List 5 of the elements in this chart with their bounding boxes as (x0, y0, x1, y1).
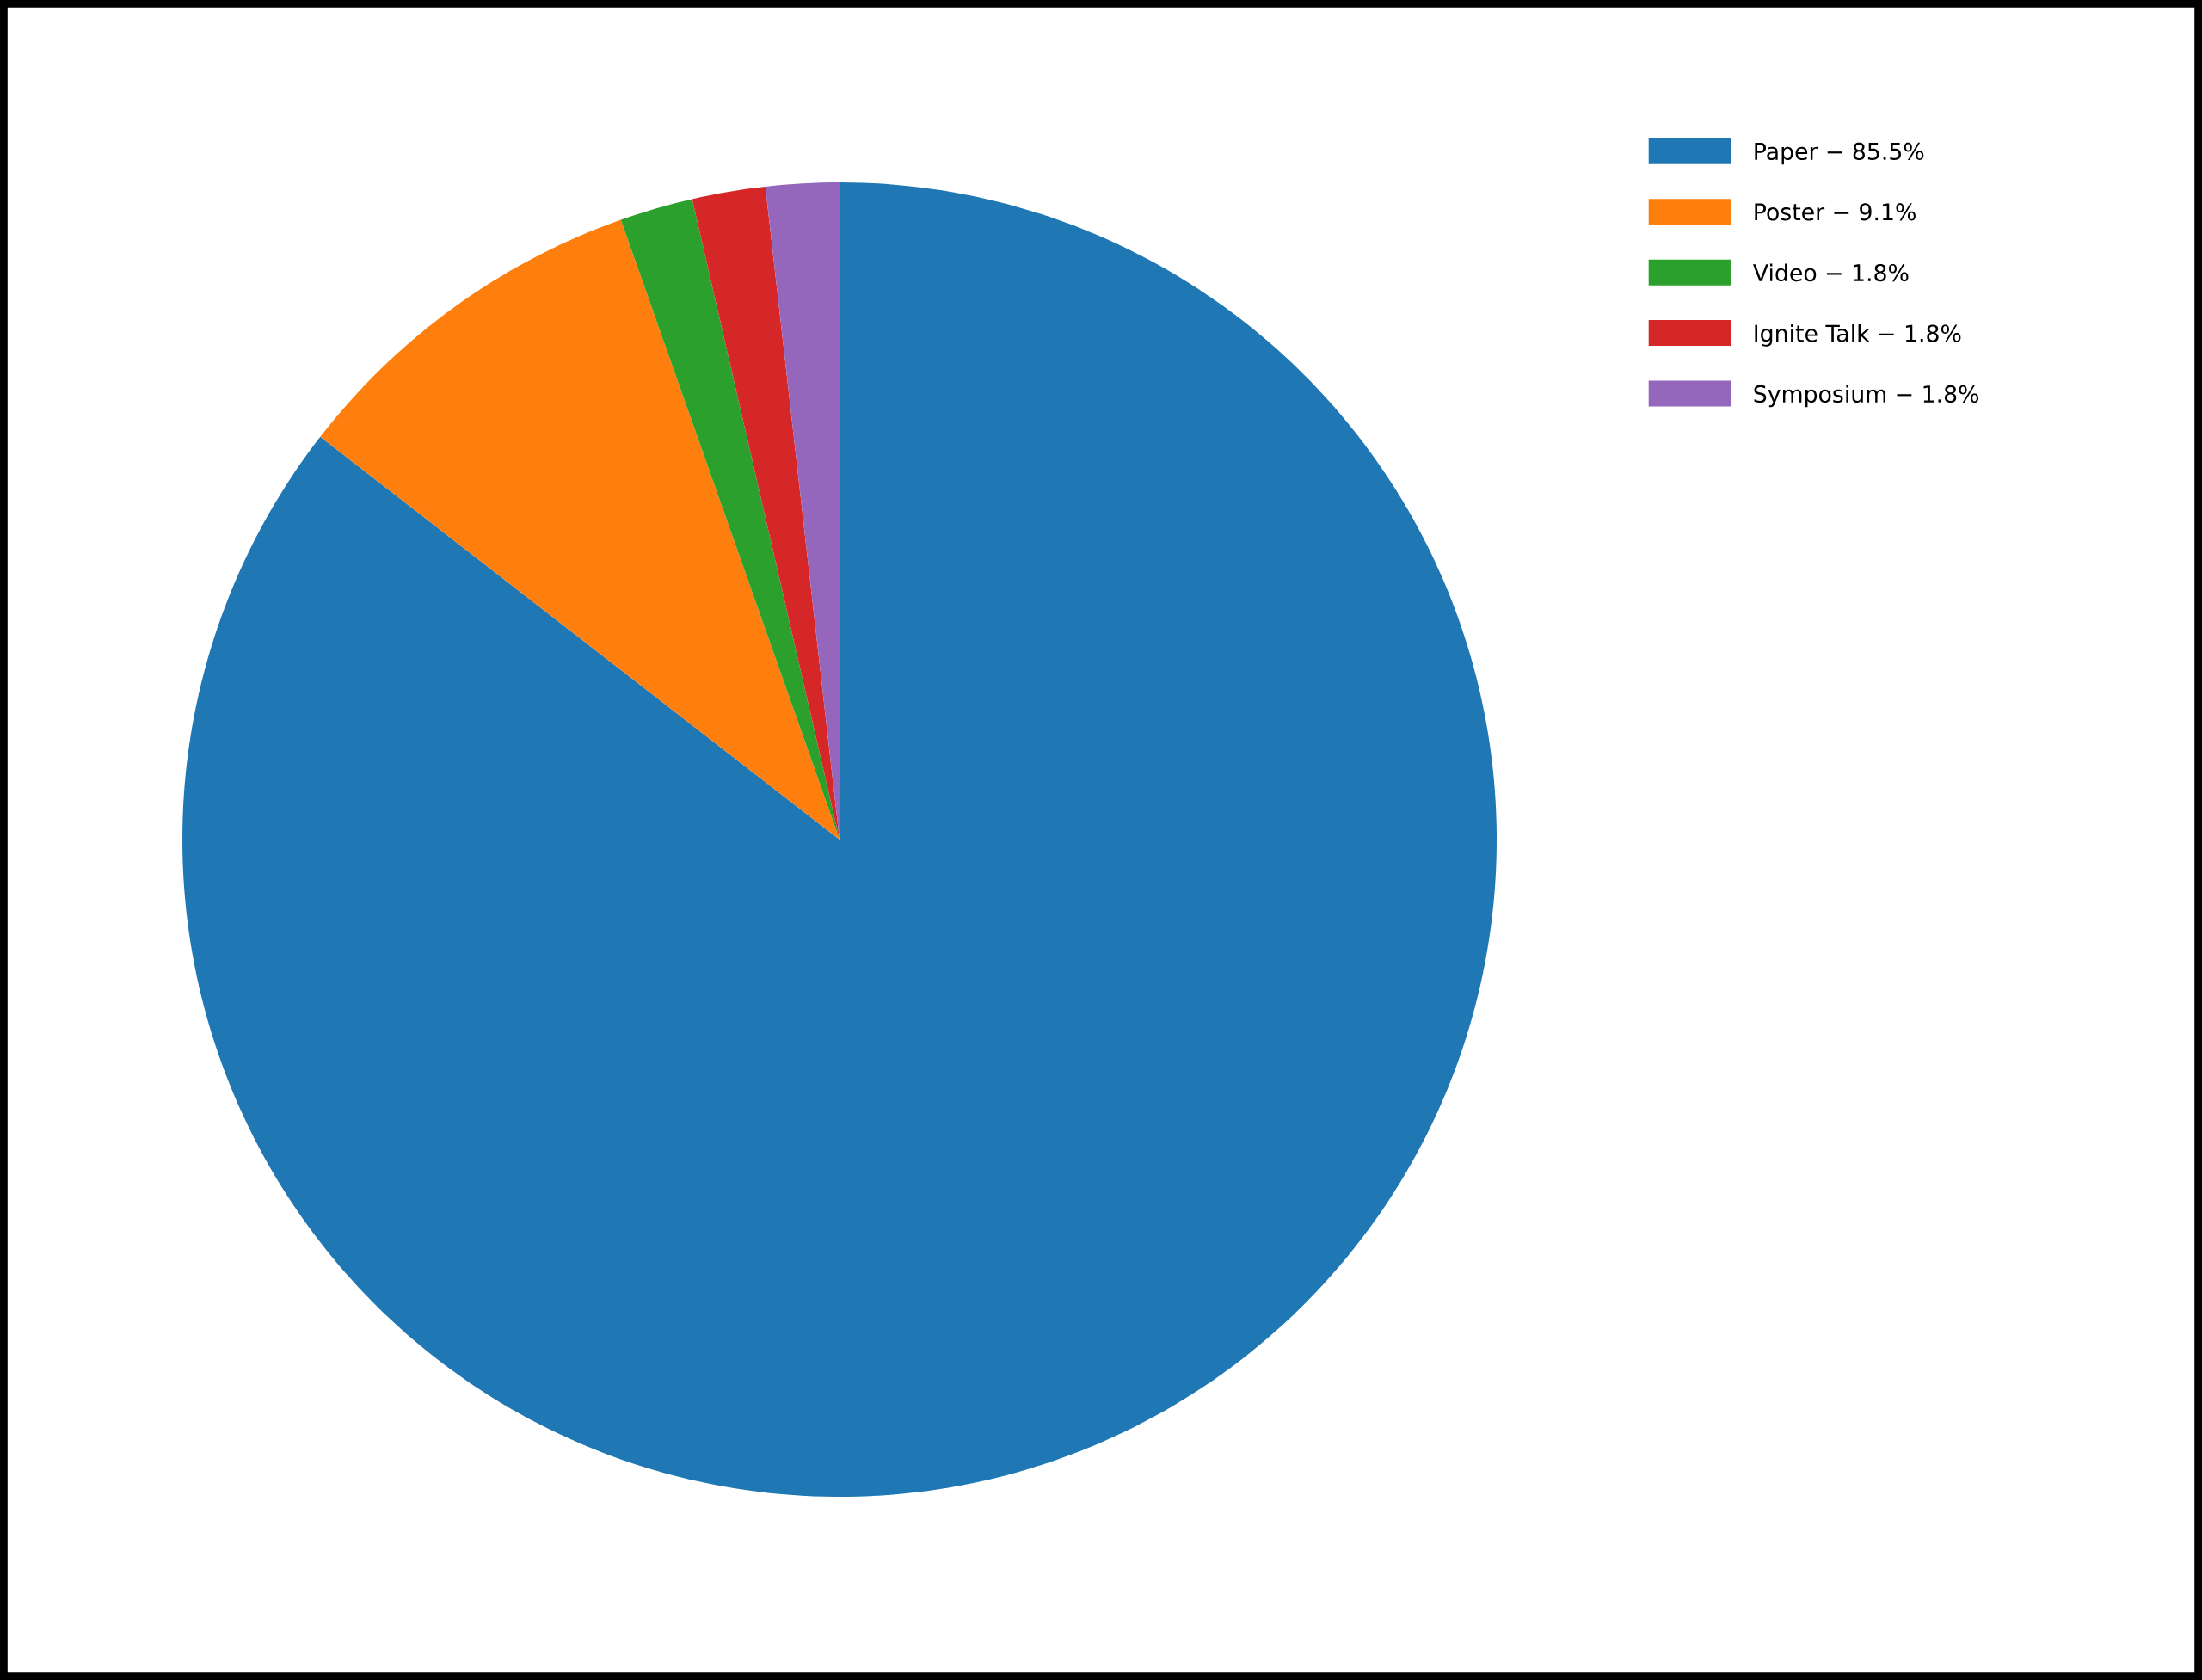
legend-label: Symposium − 1.8% (1754, 385, 1979, 408)
legend-label: Paper − 85.5% (1755, 142, 1924, 165)
legend-label: Poster − 9.1% (1755, 203, 1916, 221)
legend-label: Video − 1.8% (1752, 263, 1909, 282)
legend-label: Ignite Talk − 1.8% (1755, 323, 1961, 347)
